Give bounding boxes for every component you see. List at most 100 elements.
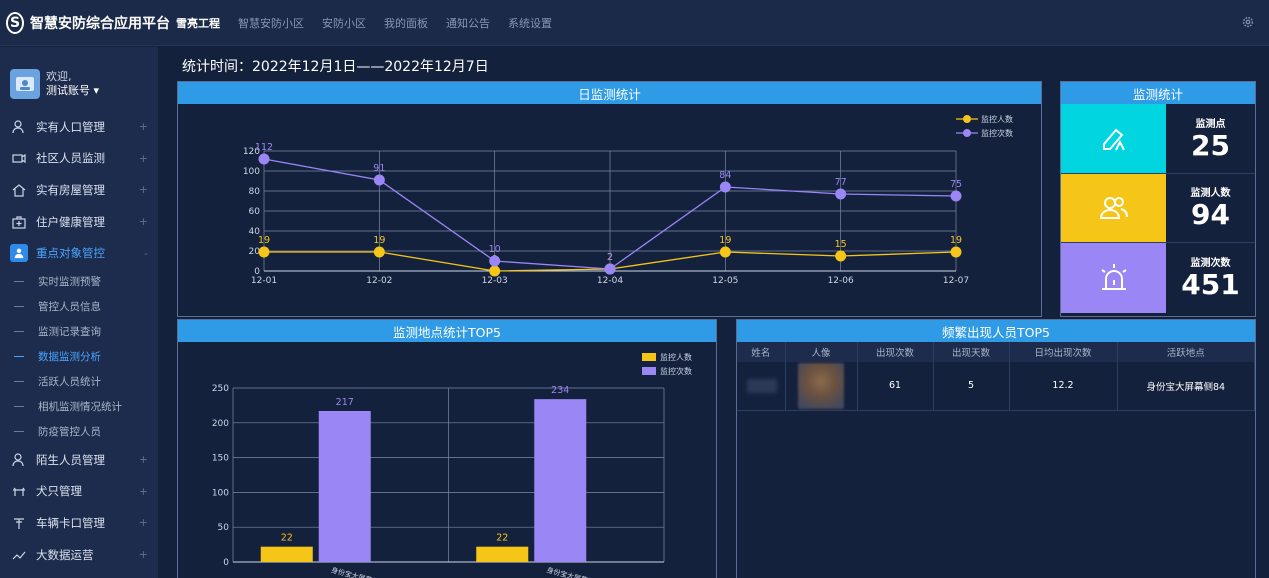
data-point [835, 188, 847, 200]
people-top5-panel: 频繁出现人员TOP5 姓名 人像 出现次数 出现天数 日均出现次数 活跃地点 6… [736, 319, 1256, 578]
x-tick-label: 12-01 [251, 276, 277, 286]
subitem-controlled-persons[interactable]: 管控人员信息 [0, 294, 158, 319]
sidebar: 欢迎, 测试账号 ▾ 实有人口管理 + 社区人员监测 + 实有房屋管理 + 住户… [0, 47, 158, 578]
data-point [604, 263, 616, 275]
panel-title: 日监测统计 [178, 82, 1041, 104]
legend-item-count[interactable]: 监控次数 [642, 364, 692, 378]
cell-count: 61 [857, 362, 934, 411]
subitem-label: 实时监测预警 [38, 275, 101, 288]
stat-value: 451 [1181, 268, 1240, 302]
subitem-realtime-warning[interactable]: 实时监测预警 [0, 269, 158, 294]
y-tick-label: 120 [243, 147, 260, 157]
people-icon [1061, 173, 1166, 242]
bar [318, 410, 371, 562]
daily-line-chart: 0 20 40 60 80 100 120 12-01 12-02 12-03 12-04 12-05… [243, 142, 969, 286]
panel-title: 频繁出现人员TOP5 [737, 320, 1255, 342]
legend-item-people[interactable]: 监控人数 [956, 112, 1013, 126]
sidebar-item-key-targets[interactable]: 重点对象管控 - [0, 237, 158, 269]
data-label: 19 [950, 235, 962, 246]
legend-item-people[interactable]: 监控人数 [642, 350, 692, 364]
cell-avg: 12.2 [1009, 362, 1118, 411]
alarm-icon [1061, 243, 1166, 313]
expand-icon[interactable]: + [138, 548, 148, 562]
data-label: 2 [607, 252, 613, 263]
col-count: 出现次数 [857, 342, 934, 362]
expand-icon[interactable]: + [138, 453, 148, 467]
data-label: 112 [255, 142, 273, 153]
expand-icon[interactable]: + [138, 151, 148, 165]
app-logo: S [6, 11, 24, 34]
legend-label: 监控人数 [981, 114, 1013, 124]
cell-name [737, 362, 786, 411]
sidebar-item-community-monitor[interactable]: 社区人员监测 + [0, 143, 158, 175]
subitem-label: 相机监测情况统计 [38, 400, 122, 413]
data-label: 84 [719, 170, 731, 181]
sidebar-item-label: 陌生人员管理 [36, 452, 105, 467]
monitor-stats-panel: 监测统计 监测点 25 监测人数 94 监测次数 451 [1060, 81, 1256, 317]
topnav-item-notices[interactable]: 通知公告 [446, 16, 490, 30]
topnav-item-smart-community[interactable]: 智慧安防小区 [238, 16, 304, 30]
subitem-camera-stats[interactable]: 相机监测情况统计 [0, 394, 158, 419]
user-box[interactable]: 欢迎, 测试账号 ▾ [0, 47, 158, 105]
subitem-epidemic-control[interactable]: 防疫管控人员 [0, 419, 158, 444]
cell-place: 身份宝大屏幕侧84 [1117, 362, 1255, 411]
tag-icon [1061, 104, 1166, 173]
face-photo [798, 362, 844, 409]
collapse-icon[interactable]: - [144, 246, 148, 260]
line-legend: 监控人数 监控次数 [956, 112, 1013, 140]
sidebar-menu: 实有人口管理 + 社区人员监测 + 实有房屋管理 + 住户健康管理 + 重点对象… [0, 111, 158, 570]
sidebar-item-strangers[interactable]: 陌生人员管理 + [0, 444, 158, 476]
y-tick-label: 150 [212, 454, 229, 464]
sidebar-item-dogs[interactable]: 犬只管理 + [0, 476, 158, 508]
sidebar-item-label: 犬只管理 [36, 484, 82, 499]
cell-photo[interactable] [785, 362, 858, 411]
legend-item-count[interactable]: 监控次数 [956, 126, 1013, 140]
location-bar-chart: 0 50 100 150 200 250 22 217 身份宝大屏幕侧... 22 234 身份宝大屏… [212, 384, 665, 578]
user-badge-icon [10, 244, 28, 263]
data-point [258, 153, 270, 165]
x-tick-label: 12-03 [482, 276, 508, 286]
sidebar-item-housing[interactable]: 实有房屋管理 + [0, 174, 158, 206]
sidebar-item-health[interactable]: 住户健康管理 + [0, 206, 158, 238]
bar [476, 546, 529, 562]
sidebar-item-big-data[interactable]: 大数据运营 + [0, 539, 158, 571]
sidebar-item-vehicle-gate[interactable]: 车辆卡口管理 + [0, 507, 158, 539]
data-point [489, 255, 501, 267]
data-label: 10 [489, 244, 501, 255]
data-label: 19 [258, 235, 270, 246]
table-row[interactable]: 61 5 12.2 身份宝大屏幕侧84 [737, 362, 1255, 411]
expand-icon[interactable]: + [138, 215, 148, 229]
panel-title: 监测统计 [1061, 82, 1255, 104]
topnav-item-xueliang[interactable]: 雪亮工程 [176, 16, 220, 30]
home-icon [12, 184, 26, 197]
subitem-data-analysis[interactable]: 数据监测分析 [0, 344, 158, 369]
brand[interactable]: S 智慧安防综合应用平台 [0, 11, 170, 34]
user-name-dropdown[interactable]: 测试账号 ▾ [46, 84, 100, 97]
people-table: 姓名 人像 出现次数 出现天数 日均出现次数 活跃地点 61 5 12.2 身份… [737, 342, 1255, 411]
daily-monitor-panel: 日监测统计 监控人数 监控次数 0 20 40 60 80 100 120 12-01 12-0… [177, 81, 1042, 317]
data-label: 217 [336, 397, 354, 408]
expand-icon[interactable]: + [138, 484, 148, 498]
location-top5-panel: 监测地点统计TOP5 监控人数 监控次数 0 50 100 150 200 250 22 21… [177, 319, 717, 578]
camera-icon [12, 154, 26, 164]
gear-icon[interactable] [1241, 15, 1255, 29]
expand-icon[interactable]: + [138, 516, 148, 530]
y-tick-label: 200 [212, 419, 229, 429]
y-tick-label: 100 [243, 167, 260, 177]
topnav-item-my-panel[interactable]: 我的面板 [384, 16, 428, 30]
data-label: 75 [950, 179, 962, 190]
data-point [489, 265, 501, 277]
y-tick-label: 80 [249, 187, 261, 197]
expand-icon[interactable]: + [138, 120, 148, 134]
stat-label: 监测人数 [1190, 188, 1231, 200]
data-point [719, 181, 731, 193]
expand-icon[interactable]: + [138, 183, 148, 197]
subitem-record-query[interactable]: 监测记录查询 [0, 319, 158, 344]
topnav-item-settings[interactable]: 系统设置 [508, 16, 552, 30]
subitem-active-persons[interactable]: 活跃人员统计 [0, 369, 158, 394]
topnav-item-safe-community[interactable]: 安防小区 [322, 16, 366, 30]
sidebar-item-population[interactable]: 实有人口管理 + [0, 111, 158, 143]
sidebar-item-label: 社区人员监测 [36, 151, 105, 166]
x-tick-label: 12-05 [712, 276, 738, 286]
col-photo: 人像 [785, 342, 858, 362]
